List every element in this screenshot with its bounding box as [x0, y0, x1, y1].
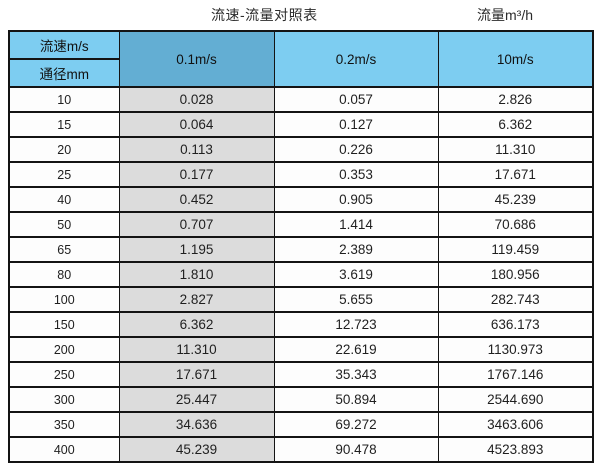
diameter-cell: 40: [8, 186, 120, 213]
flow-0-1ms-cell: 0.113: [118, 136, 275, 163]
diameter-cell: 20: [8, 136, 120, 163]
diameter-cell: 80: [8, 261, 120, 288]
flow-0-2ms-cell: 50.894: [273, 386, 439, 413]
table-row: 40 0.452 0.905 45.239: [8, 186, 594, 213]
header-col-0-1ms: 0.1m/s: [118, 30, 275, 88]
flow-10ms-cell: 3463.606: [437, 411, 594, 438]
flow-10ms-cell: 119.459: [437, 236, 594, 263]
diameter-cell: 65: [8, 236, 120, 263]
flow-10ms-cell: 45.239: [437, 186, 594, 213]
flow-0-1ms-cell: 1.195: [118, 236, 275, 263]
table-row: 250 17.671 35.343 1767.146: [8, 361, 594, 388]
diameter-cell: 15: [8, 111, 120, 138]
table-row: 65 1.195 2.389 119.459: [8, 236, 594, 263]
table-row: 15 0.064 0.127 6.362: [8, 111, 594, 138]
flow-0-1ms-cell: 0.452: [118, 186, 275, 213]
flow-0-2ms-cell: 69.272: [273, 411, 439, 438]
flow-0-2ms-cell: 2.389: [273, 236, 439, 263]
flow-10ms-cell: 17.671: [437, 161, 594, 188]
diameter-cell: 10: [8, 86, 120, 113]
flow-10ms-cell: 2544.690: [437, 386, 594, 413]
flow-0-1ms-cell: 45.239: [118, 436, 275, 463]
flow-10ms-cell: 11.310: [437, 136, 594, 163]
table-header: 流速m/s 0.1m/s 0.2m/s 10m/s 通径mm: [8, 30, 594, 88]
diameter-cell: 150: [8, 311, 120, 338]
flow-0-2ms-cell: 1.414: [273, 211, 439, 238]
table-row: 100 2.827 5.655 282.743: [8, 286, 594, 313]
flow-table-body: 10 0.028 0.057 2.826 15 0.064 0.127 6.36…: [8, 86, 594, 463]
header-row-bottom: 通径mm: [8, 58, 593, 88]
flow-unit-label: 流量m³/h: [477, 7, 533, 23]
header-col-0-2ms: 0.2m/s: [273, 30, 439, 88]
diameter-cell: 300: [8, 386, 120, 413]
flow-0-1ms-cell: 34.636: [118, 411, 275, 438]
diameter-cell: 200: [8, 336, 120, 363]
flow-rate-table: 流速m/s 0.1m/s 0.2m/s 10m/s 通径mm 10 0.028 …: [8, 30, 594, 463]
table-row: 25 0.177 0.353 17.671: [8, 161, 594, 188]
flow-0-1ms-cell: 0.028: [118, 86, 275, 113]
flow-0-1ms-cell: 0.707: [118, 211, 275, 238]
table-row: 350 34.636 69.272 3463.606: [8, 411, 594, 438]
flow-10ms-cell: 4523.893: [437, 436, 594, 463]
flow-0-1ms-cell: 2.827: [118, 286, 275, 313]
flow-0-2ms-cell: 3.619: [273, 261, 439, 288]
flow-0-1ms-cell: 17.671: [118, 361, 275, 388]
flow-0-1ms-cell: 0.177: [118, 161, 275, 188]
flow-0-2ms-cell: 35.343: [273, 361, 439, 388]
diameter-cell: 250: [8, 361, 120, 388]
table-row: 150 6.362 12.723 636.173: [8, 311, 594, 338]
diameter-cell: 400: [8, 436, 120, 463]
flow-10ms-cell: 282.743: [437, 286, 594, 313]
flow-0-1ms-cell: 25.447: [118, 386, 275, 413]
diameter-cell: 350: [8, 411, 120, 438]
table-row: 50 0.707 1.414 70.686: [8, 211, 594, 238]
flow-0-2ms-cell: 0.905: [273, 186, 439, 213]
flow-10ms-cell: 70.686: [437, 211, 594, 238]
flow-10ms-cell: 6.362: [437, 111, 594, 138]
table-row: 300 25.447 50.894 2544.690: [8, 386, 594, 413]
title-bar: 流速-流量对照表 流量m³/h: [0, 0, 600, 30]
flow-10ms-cell: 636.173: [437, 311, 594, 338]
flow-0-1ms-cell: 6.362: [118, 311, 275, 338]
table-row: 20 0.113 0.226 11.310: [8, 136, 594, 163]
diameter-cell: 100: [8, 286, 120, 313]
header-row-top: 流速m/s 0.1m/s 0.2m/s 10m/s: [8, 30, 594, 88]
flow-0-2ms-cell: 0.353: [273, 161, 439, 188]
flow-0-2ms-cell: 0.226: [273, 136, 439, 163]
flow-0-2ms-cell: 12.723: [273, 311, 439, 338]
page-title: 流速-流量对照表: [211, 7, 318, 23]
flow-0-1ms-cell: 11.310: [118, 336, 275, 363]
flow-0-2ms-cell: 22.619: [273, 336, 439, 363]
table-row: 200 11.310 22.619 1130.973: [8, 336, 594, 363]
flow-10ms-cell: 180.956: [437, 261, 594, 288]
flow-10ms-cell: 2.826: [437, 86, 594, 113]
table-row: 80 1.810 3.619 180.956: [8, 261, 594, 288]
flow-0-2ms-cell: 90.478: [273, 436, 439, 463]
flow-10ms-cell: 1130.973: [437, 336, 594, 363]
flow-0-1ms-cell: 0.064: [118, 111, 275, 138]
diameter-cell: 25: [8, 161, 120, 188]
flow-0-2ms-cell: 5.655: [273, 286, 439, 313]
flow-0-2ms-cell: 0.057: [273, 86, 439, 113]
table-row: 10 0.028 0.057 2.826: [8, 86, 594, 113]
flow-10ms-cell: 1767.146: [437, 361, 594, 388]
header-diameter-label: 通径mm: [8, 58, 120, 88]
flow-0-2ms-cell: 0.127: [273, 111, 439, 138]
diameter-cell: 50: [8, 211, 120, 238]
flow-0-1ms-cell: 1.810: [118, 261, 275, 288]
table-row: 400 45.239 90.478 4523.893: [8, 436, 594, 463]
header-velocity-label: 流速m/s: [8, 30, 120, 60]
header-col-10ms: 10m/s: [437, 30, 594, 88]
